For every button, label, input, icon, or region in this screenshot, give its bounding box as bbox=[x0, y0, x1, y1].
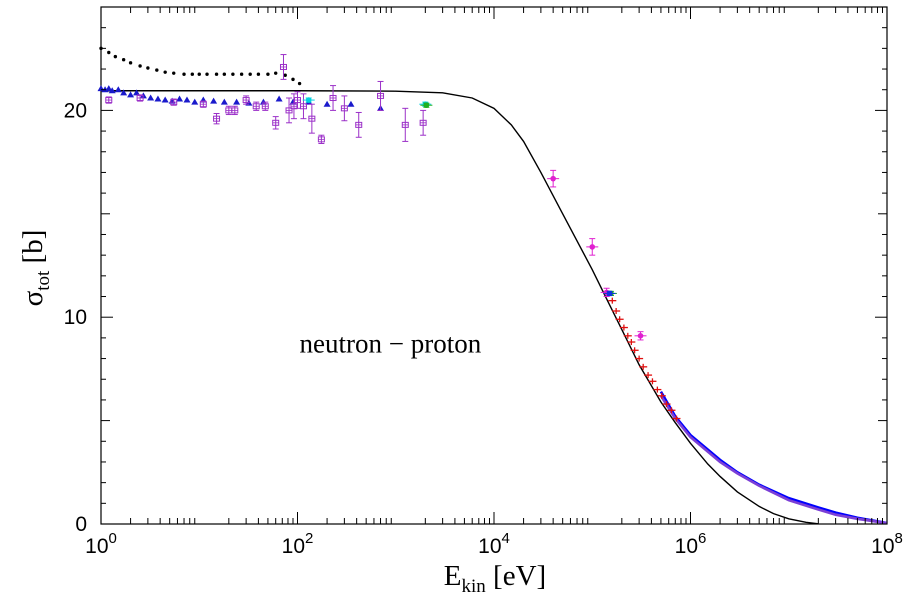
data-point bbox=[163, 70, 167, 74]
data-point bbox=[214, 72, 219, 76]
data-point bbox=[305, 97, 312, 103]
data-point bbox=[133, 89, 141, 96]
data-point bbox=[283, 73, 287, 77]
data-point bbox=[248, 72, 252, 76]
data-point bbox=[231, 72, 235, 76]
y-tick-label: 0 bbox=[75, 513, 87, 536]
data-point bbox=[120, 89, 128, 96]
data-point bbox=[256, 72, 261, 76]
data-point bbox=[423, 102, 430, 109]
data-point bbox=[121, 58, 126, 62]
data-point bbox=[205, 72, 209, 76]
data-point bbox=[190, 72, 195, 76]
data-point bbox=[127, 91, 135, 98]
data-points-group bbox=[97, 46, 681, 422]
y-tick-label: 10 bbox=[64, 306, 87, 329]
plot-border bbox=[100, 6, 888, 525]
data-point bbox=[239, 72, 244, 76]
x-tick-label: 102 bbox=[282, 530, 314, 558]
curve-line bbox=[659, 395, 888, 525]
data-point bbox=[107, 50, 111, 55]
data-point bbox=[233, 98, 241, 105]
data-point bbox=[297, 81, 302, 86]
data-point bbox=[606, 290, 613, 297]
ticks-group bbox=[100, 7, 888, 525]
data-point bbox=[176, 95, 184, 102]
y-axis-title: σtot [b] bbox=[17, 230, 54, 307]
data-point bbox=[220, 98, 228, 105]
plot-frame-group bbox=[100, 6, 888, 525]
data-point bbox=[183, 96, 191, 103]
data-point bbox=[147, 94, 155, 101]
data-point bbox=[323, 100, 331, 107]
data-point bbox=[105, 85, 113, 92]
curve-line bbox=[659, 390, 888, 525]
annotation-label: neutron − proton bbox=[300, 328, 482, 358]
data-point bbox=[589, 244, 596, 250]
data-point bbox=[114, 86, 122, 93]
x-tick-label: 106 bbox=[675, 530, 707, 558]
data-point bbox=[289, 98, 297, 105]
data-point bbox=[154, 95, 162, 102]
curve-line bbox=[101, 90, 819, 525]
data-point bbox=[222, 72, 227, 76]
curves-group bbox=[101, 90, 888, 525]
data-point bbox=[161, 96, 169, 103]
x-tick-label: 104 bbox=[478, 530, 510, 558]
data-point bbox=[172, 71, 176, 75]
data-point bbox=[108, 87, 116, 94]
data-point bbox=[275, 95, 283, 102]
data-point bbox=[138, 64, 142, 68]
data-point bbox=[291, 77, 295, 82]
y-tick-label: 20 bbox=[64, 99, 87, 122]
data-point bbox=[113, 54, 118, 59]
data-point bbox=[266, 72, 270, 76]
data-point bbox=[128, 61, 133, 65]
data-point bbox=[155, 68, 159, 72]
data-point bbox=[210, 97, 218, 104]
data-point bbox=[637, 333, 644, 339]
x-tick-label: 108 bbox=[871, 530, 903, 558]
data-point bbox=[182, 72, 186, 76]
data-point bbox=[168, 97, 176, 104]
labels-group: 100 102 104 106 108 0 10 20 neutron − proton Ekin… bbox=[17, 99, 903, 592]
data-point bbox=[191, 98, 199, 105]
x-axis-title: Ekin [eV] bbox=[444, 560, 546, 592]
data-point bbox=[197, 72, 201, 76]
data-point bbox=[347, 100, 355, 107]
data-point bbox=[274, 71, 278, 75]
x-tick-label: 100 bbox=[85, 530, 117, 558]
data-point bbox=[550, 175, 556, 182]
data-point bbox=[146, 66, 150, 70]
